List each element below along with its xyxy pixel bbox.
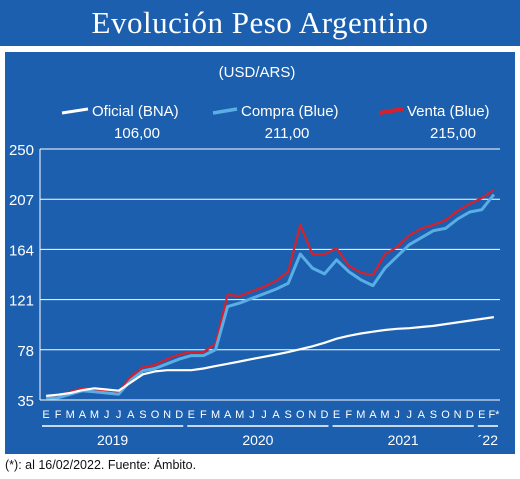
x-tick-label: A: [224, 409, 232, 421]
y-tick-label: 250: [9, 142, 34, 159]
legend-label-oficial: Oficial (BNA): [92, 103, 179, 120]
year-label: 2021: [388, 432, 419, 448]
year-label: 2019: [97, 432, 128, 448]
x-tick-label: J: [406, 409, 412, 421]
x-tick-label: E: [333, 409, 340, 421]
x-tick-label: M: [380, 409, 389, 421]
x-tick-label: M: [356, 409, 365, 421]
legend-value-venta: 215,00: [430, 125, 476, 142]
chart-panel: (USD/ARS) Oficial (BNA) 106,00 Compra (B…: [5, 52, 515, 454]
x-tick-label: E: [42, 409, 49, 421]
x-tick-label: M: [235, 409, 244, 421]
y-axis-ticks: 35 78 121 164 207 250: [9, 142, 34, 410]
legend-swatch-compra: [212, 107, 238, 115]
gridlines: [39, 148, 500, 401]
x-tick-label: O: [151, 409, 160, 421]
x-tick-label: J: [104, 409, 110, 421]
series-lines: [45, 188, 496, 400]
legend-label-venta: Venta (Blue): [407, 103, 490, 120]
x-tick-label: M: [211, 409, 220, 421]
y-tick-label: 164: [9, 242, 34, 259]
legend: Oficial (BNA) 106,00 Compra (Blue) 211,0…: [61, 103, 490, 142]
x-axis: E F M A M J J A S O N D E F M A M J J A S O N D E F M A M J J A S O N D E F*2…: [42, 409, 500, 448]
x-tick-label: S: [284, 409, 291, 421]
x-tick-label: A: [79, 409, 87, 421]
x-tick-label: J: [249, 409, 255, 421]
compra-line: [46, 193, 496, 400]
footnote: (*): al 16/02/2022. Fuente: Ámbito.: [5, 458, 197, 472]
legend-swatch-oficial: [61, 107, 89, 115]
x-tick-label: F*: [488, 409, 500, 421]
legend-value-compra: 211,00: [265, 125, 310, 142]
x-tick-label: F: [200, 409, 207, 421]
x-tick-label: J: [261, 409, 267, 421]
oficial-line: [45, 316, 495, 397]
x-tick-label: F: [345, 409, 352, 421]
x-tick-label: N: [163, 409, 171, 421]
x-tick-label: J: [116, 409, 122, 421]
legend-label-compra: Compra (Blue): [241, 103, 339, 120]
legend-value-oficial: 106,00: [114, 125, 160, 142]
x-tick-label: S: [430, 409, 437, 421]
x-tick-label: J: [394, 409, 400, 421]
legend-swatch-venta: [378, 107, 404, 115]
year-label: 2020: [242, 432, 273, 448]
y-tick-label: 35: [17, 393, 34, 410]
x-tick-label: O: [441, 409, 450, 421]
x-tick-label: N: [308, 409, 316, 421]
y-tick-label: 78: [17, 343, 34, 360]
chart-svg: (USD/ARS) Oficial (BNA) 106,00 Compra (B…: [9, 64, 500, 448]
x-tick-label: M: [66, 409, 75, 421]
x-tick-label: A: [369, 409, 377, 421]
x-tick-label: O: [296, 409, 305, 421]
x-tick-label: A: [127, 409, 135, 421]
x-tick-label: M: [90, 409, 99, 421]
x-tick-label: D: [320, 409, 328, 421]
x-tick-label: A: [418, 409, 426, 421]
year-label: ´22: [478, 432, 498, 448]
x-tick-label: D: [466, 409, 474, 421]
title-bar: [0, 0, 520, 46]
x-tick-label: E: [478, 409, 485, 421]
y-tick-label: 121: [9, 293, 34, 310]
unit-label: (USD/ARS): [219, 64, 296, 81]
y-tick-label: 207: [9, 192, 34, 209]
x-tick-label: D: [175, 409, 183, 421]
x-tick-label: E: [188, 409, 195, 421]
x-tick-label: F: [55, 409, 62, 421]
page-title: Evolución Peso Argentino: [91, 5, 429, 40]
venta-line: [46, 188, 495, 398]
x-tick-label: S: [139, 409, 146, 421]
x-tick-label: A: [272, 409, 280, 421]
x-tick-label: N: [454, 409, 462, 421]
